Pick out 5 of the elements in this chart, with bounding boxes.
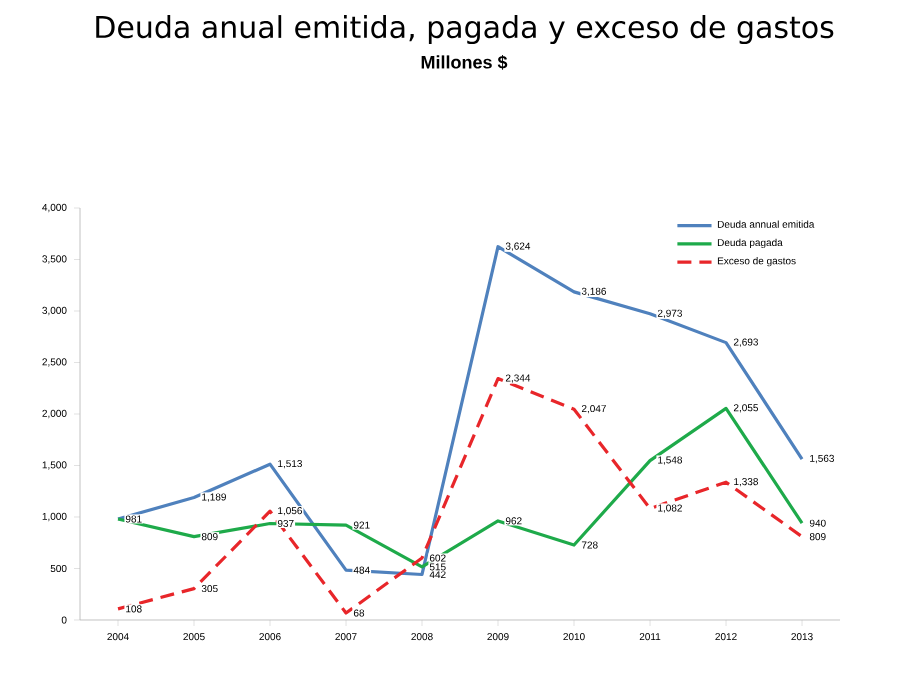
chart-subtitle: Millones $ [421, 55, 508, 70]
line-series [116, 376, 804, 615]
line-series [116, 406, 804, 569]
chart-title: Deuda anual emitida, pagada y exceso de gastos [96, 15, 834, 45]
line-series [116, 245, 804, 577]
